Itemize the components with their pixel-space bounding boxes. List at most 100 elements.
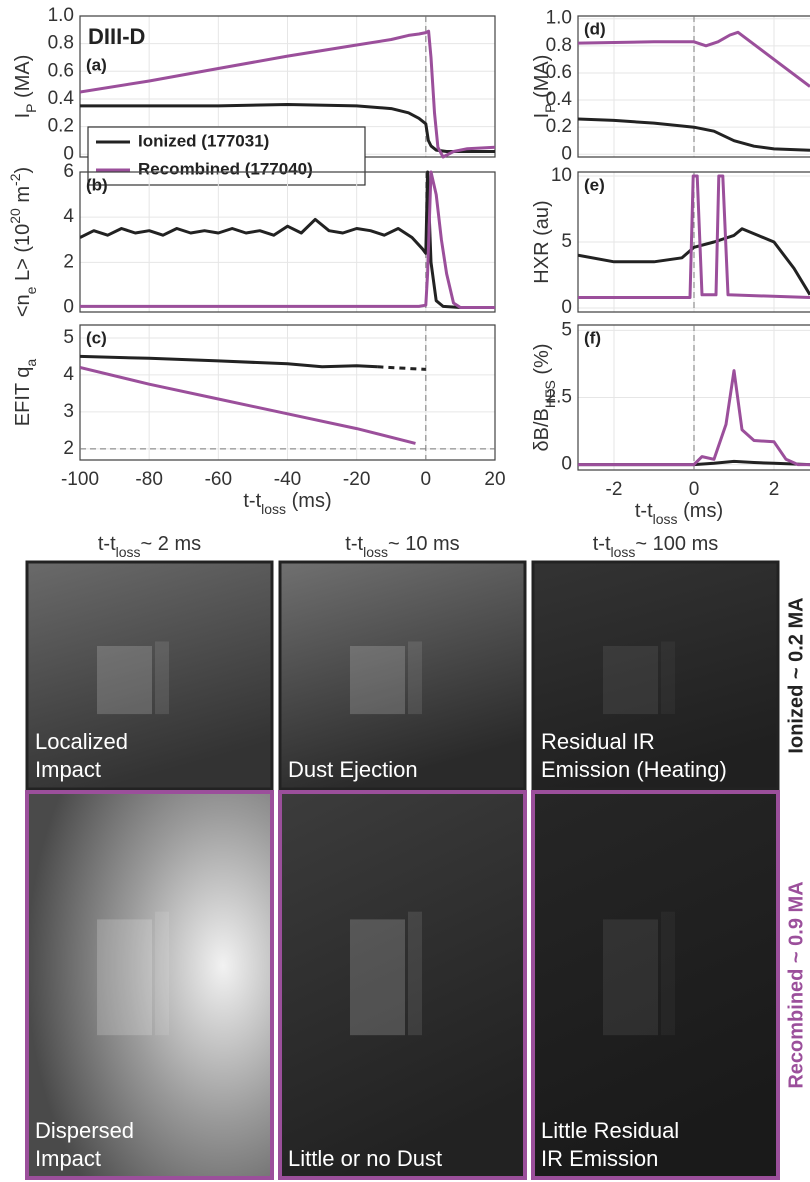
y-axis-label: <ne L> (1020 m-2) — [7, 167, 39, 317]
y-tick-label: 0.8 — [48, 33, 74, 54]
x-tick-label: -100 — [61, 469, 99, 490]
x-axis-label: t-tloss (ms) — [635, 500, 723, 526]
y-tick-label: 0 — [63, 143, 74, 164]
y-tick-label: 2 — [63, 438, 74, 459]
series-line — [578, 174, 810, 299]
y-tick-label: 0.6 — [48, 60, 74, 81]
x-axis-label-part: loss — [261, 501, 286, 517]
tile — [661, 911, 675, 1036]
x-axis-label-part: loss — [653, 511, 678, 527]
row-label: Ionized ~ 0.2 MA — [785, 597, 807, 753]
column-header-part: loss — [116, 544, 141, 560]
x-axis-label-part: (ms) — [286, 490, 332, 512]
frame-caption: Localized — [35, 729, 128, 754]
y-axis-label: HXR (au) — [531, 200, 553, 283]
y-tick-label: 4 — [63, 364, 74, 385]
y-tick-label: 0.4 — [48, 88, 75, 109]
y-tick-label: 1.0 — [48, 5, 74, 26]
series-line — [80, 170, 495, 309]
panel-label: (f) — [584, 328, 601, 347]
y-tick-label: 0.2 — [546, 116, 572, 137]
column-header-part: ~ 100 ms — [635, 533, 718, 555]
x-axis-label: t-tloss (ms) — [243, 490, 331, 516]
tile — [408, 911, 422, 1036]
y-tick-label: 2 — [63, 251, 74, 272]
camera-frame — [278, 790, 527, 1180]
legend-label: Recombined (177040) — [138, 159, 313, 178]
y-tick-label: 5 — [561, 319, 572, 340]
camera-frame — [531, 560, 780, 791]
y-axis-label-part: I — [12, 113, 34, 119]
x-axis-label-part: (ms) — [678, 500, 724, 522]
x-axis-label-part: t-t — [243, 490, 261, 512]
y-axis-label: IP (MA) — [12, 55, 38, 119]
y-axis-label-part: e — [23, 286, 39, 294]
frame-caption: Impact — [35, 757, 101, 782]
y-axis-label-part: -2 — [7, 173, 23, 186]
y-tick-label: 6 — [63, 161, 74, 182]
y-axis-label-part: m — [12, 186, 34, 208]
y-tick-label: 0.2 — [48, 116, 74, 137]
column-header-part: loss — [363, 544, 388, 560]
y-tick-label: 0 — [561, 454, 572, 475]
y-axis-label-part: <n — [12, 294, 34, 317]
y-axis-label-part: δB/B — [531, 408, 553, 451]
panel-label: (c) — [86, 328, 107, 347]
column-header-part: t-t — [593, 533, 611, 555]
y-axis-label-part: I — [531, 113, 553, 119]
x-tick-label: 2 — [769, 479, 780, 500]
y-tick-label: 1.0 — [546, 8, 572, 29]
series-line — [377, 365, 426, 371]
series-line — [80, 366, 416, 445]
tile — [155, 911, 169, 1036]
tile — [350, 919, 405, 1036]
y-tick-label: 5 — [63, 327, 74, 348]
frame-caption: Little or no Dust — [288, 1146, 442, 1171]
y-axis-label-part: ) — [12, 167, 34, 174]
y-axis-label: EFIT qa — [12, 359, 38, 427]
tile — [350, 645, 405, 715]
frame-caption: Impact — [35, 1146, 101, 1171]
y-axis-label-part: (%) — [531, 343, 553, 380]
column-header-part: ~ 2 ms — [141, 533, 202, 555]
y-axis-label: IP (MA) — [531, 55, 557, 119]
y-axis-label-part: (MA) — [12, 55, 34, 104]
legend-label: Ionized (177031) — [138, 131, 269, 150]
panel-label: (b) — [86, 175, 108, 194]
frame-caption: Residual IR — [541, 729, 655, 754]
y-axis-label-part: (MA) — [531, 55, 553, 104]
x-tick-label: 0 — [421, 469, 432, 490]
series-line — [80, 354, 378, 369]
y-tick-label: 4 — [63, 206, 74, 227]
column-header-part: t-t — [345, 533, 363, 555]
x-tick-label: 0 — [689, 479, 700, 500]
x-tick-label: -40 — [274, 469, 301, 490]
column-header-part: t-t — [98, 533, 116, 555]
y-axis-label-part: L> (10 — [12, 224, 34, 287]
y-tick-label: 0 — [63, 296, 74, 317]
frame-caption: IR Emission — [541, 1146, 658, 1171]
series-line — [578, 369, 810, 467]
series-line — [578, 227, 810, 296]
axes-frame — [79, 324, 496, 461]
y-tick-label: 2.5 — [546, 387, 572, 408]
tile — [603, 645, 658, 715]
tile — [97, 645, 152, 715]
camera-frame — [278, 560, 527, 791]
camera-frame — [531, 790, 780, 1180]
series-line — [80, 170, 495, 309]
x-axis-label-part: t-t — [635, 500, 653, 522]
y-tick-label: 0 — [561, 297, 572, 318]
y-axis-label-part: EFIT q — [12, 367, 34, 427]
tile — [408, 641, 422, 715]
x-tick-label: -20 — [343, 469, 370, 490]
panel-label: (e) — [584, 175, 605, 194]
row-label: Recombined ~ 0.9 MA — [785, 881, 807, 1088]
y-tick-label: 5 — [561, 231, 572, 252]
y-axis-label-part: P — [542, 103, 558, 112]
x-tick-label: -2 — [606, 479, 623, 500]
camera-frame — [25, 560, 274, 791]
y-tick-label: 10 — [551, 165, 572, 186]
y-tick-label: 3 — [63, 401, 74, 422]
